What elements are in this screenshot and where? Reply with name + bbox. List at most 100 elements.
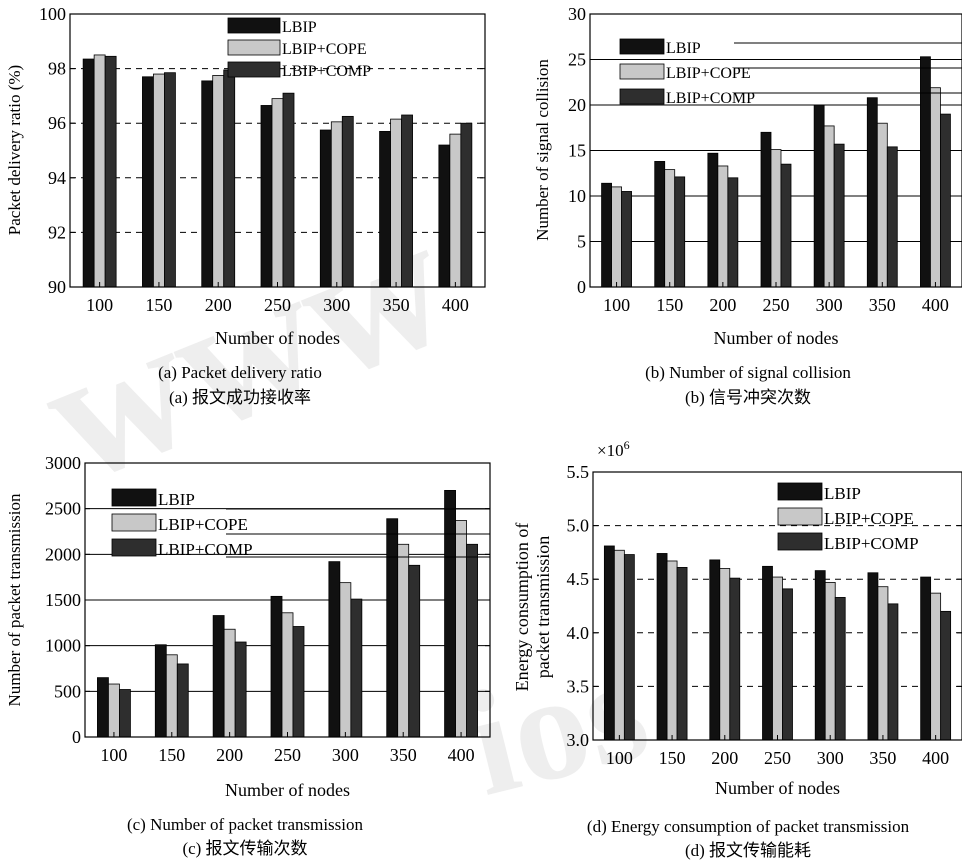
y-tick-label: 98 <box>48 59 66 79</box>
legend-swatch <box>619 88 665 105</box>
bar <box>455 520 467 738</box>
bar <box>930 87 941 288</box>
bar <box>401 114 413 288</box>
y-axis-label: Packet delivery ratio (%) <box>5 65 24 235</box>
y-axis-label: packet transmission <box>533 536 553 678</box>
bar <box>940 610 952 741</box>
bar <box>341 115 354 288</box>
legend-swatch <box>111 538 157 557</box>
bar <box>601 182 612 288</box>
bar <box>727 177 739 288</box>
x-tick-label: 400 <box>448 745 475 765</box>
bar <box>271 98 284 288</box>
bar <box>330 121 343 288</box>
y-tick-label: 25 <box>568 50 586 70</box>
y-tick-label: 3.0 <box>567 730 590 750</box>
legend-label: LBIP+COPE <box>824 509 914 528</box>
x-tick-label: 400 <box>922 295 949 315</box>
x-tick-label: 300 <box>323 295 350 315</box>
y-tick-label: 96 <box>48 113 66 133</box>
x-tick-label: 150 <box>158 745 185 765</box>
bar <box>386 518 399 738</box>
bar <box>142 76 154 288</box>
legend-swatch <box>227 61 281 78</box>
bar <box>772 576 783 741</box>
x-tick-label: 350 <box>390 745 417 765</box>
caption-english: (b) Number of signal collision <box>645 363 851 382</box>
legend-swatch <box>619 38 665 55</box>
y-axis-label: Number of packet transmission <box>5 493 24 706</box>
bar <box>212 615 225 738</box>
axis-multiplier: ×106 <box>597 438 630 460</box>
bar <box>328 561 341 738</box>
bar <box>104 55 117 288</box>
bar <box>666 560 678 741</box>
x-tick-label: 400 <box>442 295 469 315</box>
x-tick-label: 250 <box>764 748 791 768</box>
legend-label: LBIP+COMP <box>282 63 371 80</box>
x-tick-label: 150 <box>659 748 686 768</box>
y-tick-label: 90 <box>48 277 66 297</box>
chart-2: LBIP LBIP+COPE LBIP+COMP 0 500 1000 1500 2000 25… <box>5 453 491 858</box>
bar <box>719 568 731 741</box>
legend-swatch <box>111 488 157 507</box>
bar <box>930 592 942 741</box>
bar <box>82 58 95 288</box>
x-tick-label: 100 <box>603 295 630 315</box>
bar <box>877 586 889 741</box>
y-tick-label: 30 <box>568 4 586 24</box>
x-tick-label: 250 <box>274 745 301 765</box>
caption-english: (c) Number of packet transmission <box>127 815 364 834</box>
bar <box>762 565 773 741</box>
bar <box>270 595 283 738</box>
bar <box>438 144 451 288</box>
bar <box>390 118 402 288</box>
y-tick-label: 5.0 <box>567 516 590 536</box>
bar <box>449 133 462 288</box>
bar <box>656 553 668 741</box>
bar <box>920 56 931 288</box>
bar <box>119 689 131 738</box>
bar <box>664 169 676 288</box>
x-tick-label: 300 <box>332 745 359 765</box>
bar <box>176 663 189 738</box>
legend-label: LBIP <box>824 484 861 503</box>
y-tick-label: 15 <box>568 141 586 161</box>
bar <box>466 543 478 738</box>
legend-swatch <box>227 17 281 34</box>
bar <box>460 122 473 288</box>
legend-swatch <box>777 532 823 551</box>
y-axis-label: Energy consumption of <box>512 523 532 692</box>
x-tick-label: 150 <box>656 295 683 315</box>
bar <box>281 612 294 738</box>
bar <box>867 572 879 741</box>
legend-label: LBIP <box>158 490 195 509</box>
legend-swatch <box>777 482 823 501</box>
x-tick-label: 350 <box>869 295 896 315</box>
x-tick-label: 100 <box>100 745 127 765</box>
legend: LBIP LBIP+COPE LBIP+COMP <box>619 38 755 107</box>
bar <box>676 567 688 741</box>
x-axis-label: Number of nodes <box>215 328 340 348</box>
y-tick-label: 4.5 <box>567 569 590 589</box>
y-tick-label: 500 <box>54 681 81 701</box>
caption-english: (d) Energy consumption of packet transmi… <box>587 817 910 836</box>
bar <box>780 163 792 288</box>
y-tick-label: 5 <box>577 232 586 252</box>
x-tick-label: 300 <box>816 295 843 315</box>
y-tick-label: 10 <box>568 186 586 206</box>
x-tick-label: 350 <box>383 295 410 315</box>
bar <box>282 92 295 288</box>
bar <box>408 564 421 738</box>
bar <box>93 54 106 288</box>
x-tick-label: 200 <box>711 748 738 768</box>
bar <box>876 122 888 288</box>
legend-label: LBIP+COPE <box>666 65 751 82</box>
caption-chinese: (a) 报文成功接收率 <box>169 388 311 407</box>
bar <box>770 149 782 288</box>
y-tick-label: 0 <box>72 727 81 747</box>
bar <box>674 176 686 288</box>
legend-swatch <box>227 39 281 56</box>
x-tick-label: 100 <box>86 295 113 315</box>
x-tick-label: 400 <box>922 748 949 768</box>
